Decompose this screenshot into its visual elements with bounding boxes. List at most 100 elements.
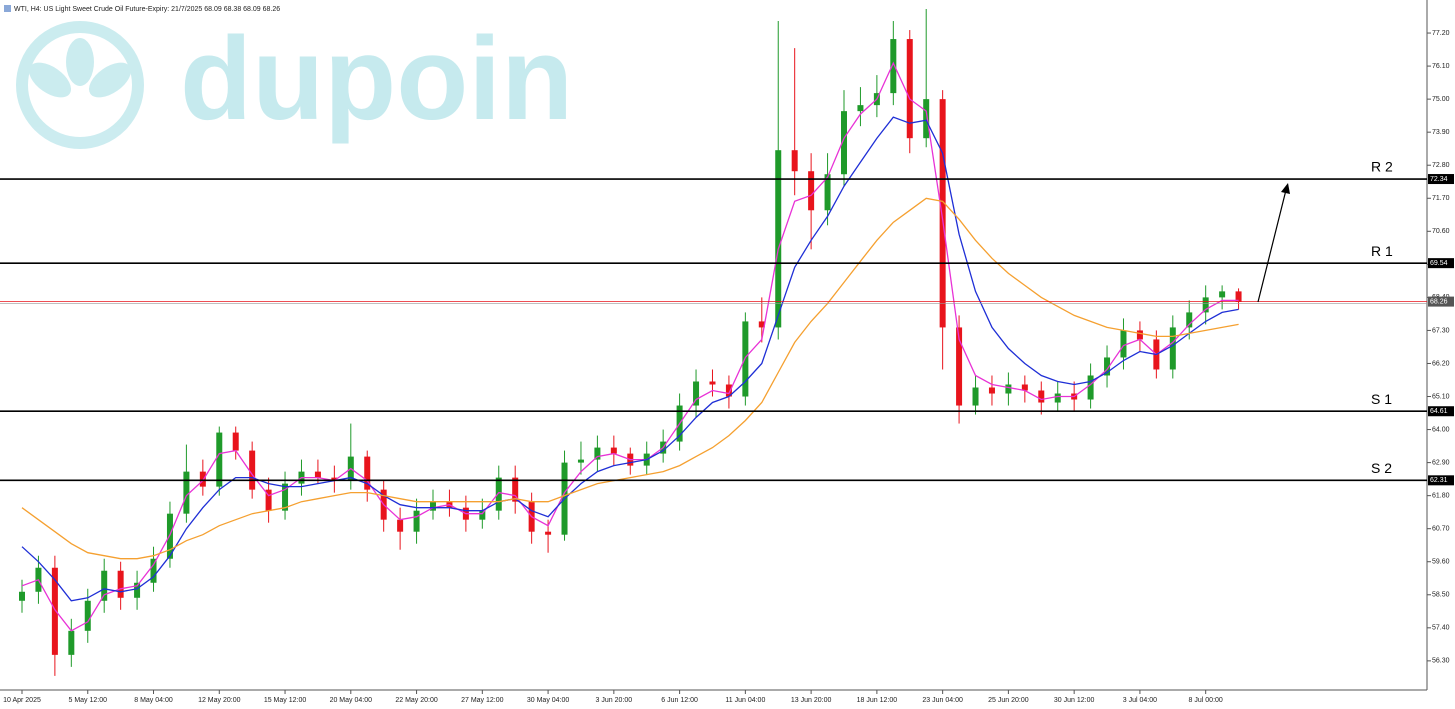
level-label: S 2 — [1371, 460, 1392, 476]
y-tick-label: 64.00 — [1432, 426, 1450, 433]
x-tick-label: 3 Jun 20:00 — [596, 697, 633, 704]
x-tick-label: 8 Jul 00:00 — [1189, 697, 1223, 704]
candle-body — [988, 387, 995, 394]
price-tag-label: 69.54 — [1430, 260, 1448, 267]
candle-body — [331, 477, 338, 481]
y-tick-label: 61.80 — [1432, 492, 1450, 499]
candle-body — [610, 447, 617, 454]
y-tick-label: 70.60 — [1432, 228, 1450, 235]
candle-body — [939, 99, 946, 328]
candle-body — [479, 510, 486, 520]
candle-body — [1169, 327, 1176, 370]
candle-body — [216, 432, 223, 487]
candle-body — [166, 513, 173, 559]
candle-body — [1136, 330, 1143, 340]
logo-leaf — [28, 62, 72, 98]
x-tick-label: 25 Jun 20:00 — [988, 697, 1029, 704]
watermark: dupoin — [180, 13, 573, 145]
trend-arrow-head — [1281, 183, 1290, 194]
candle-body — [972, 387, 979, 406]
candle-body — [1235, 291, 1242, 302]
candle-body — [1104, 357, 1111, 376]
candle-body — [19, 591, 25, 601]
price-tag — [1428, 296, 1454, 307]
x-tick-label: 27 May 12:00 — [461, 697, 504, 704]
candle-body — [397, 519, 404, 532]
candle-body — [364, 456, 371, 490]
x-tick-label: 6 Jun 12:00 — [661, 697, 698, 704]
candle-body — [1219, 291, 1226, 298]
y-tick-label: 66.20 — [1432, 360, 1450, 367]
candle-body — [150, 558, 157, 583]
x-tick-label: 3 Jul 04:00 — [1123, 697, 1157, 704]
candle-body — [1120, 330, 1127, 358]
moving-average — [21, 197, 1239, 560]
x-tick-label: 12 May 20:00 — [198, 697, 241, 704]
y-tick-label: 75.00 — [1432, 96, 1450, 103]
candle-body — [545, 531, 552, 535]
trend-arrow — [1257, 189, 1287, 303]
candle-body — [101, 570, 108, 601]
candle-body — [808, 171, 815, 211]
candle-body — [51, 567, 58, 655]
candle-body — [1054, 393, 1061, 403]
y-tick-label: 59.60 — [1432, 559, 1450, 566]
price-tag — [1428, 258, 1454, 269]
y-tick-label: 67.30 — [1432, 327, 1450, 334]
header-icon — [4, 5, 11, 12]
candle-body — [495, 477, 502, 511]
candle-body — [199, 471, 206, 487]
y-tick-label: 62.90 — [1432, 459, 1450, 466]
price-tag — [1428, 475, 1454, 486]
logo-leaf — [88, 62, 132, 98]
candle-body — [232, 432, 239, 451]
x-tick-label: 20 May 04:00 — [330, 697, 373, 704]
y-tick-label: 56.30 — [1432, 658, 1450, 665]
x-tick-label: 30 Jun 12:00 — [1054, 697, 1095, 704]
price-tag-label: 62.31 — [1430, 477, 1448, 484]
candle-body — [249, 450, 256, 490]
y-tick-label: 77.20 — [1432, 30, 1450, 37]
candle-body — [282, 483, 289, 511]
candle-body — [824, 174, 831, 211]
candle-body — [84, 600, 91, 631]
price-tag-label: 68.26 — [1430, 298, 1448, 305]
candle-body — [134, 582, 141, 598]
logo — [16, 21, 144, 149]
candle-body — [430, 501, 436, 511]
level-label: R 1 — [1371, 243, 1393, 259]
x-tick-label: 30 May 04:00 — [527, 697, 570, 704]
candle-body — [117, 570, 124, 598]
y-tick-label: 71.70 — [1432, 195, 1450, 202]
y-tick-label: 72.80 — [1432, 162, 1450, 169]
candle-body — [594, 447, 601, 460]
moving-average — [21, 61, 1239, 632]
x-tick-label: 18 Jun 12:00 — [857, 697, 898, 704]
logo-ring — [16, 21, 144, 149]
header: WTI, H4: US Light Sweet Crude Oil Future… — [14, 6, 280, 13]
x-tick-label: 10 Apr 2025 — [3, 697, 41, 704]
candle-body — [725, 384, 732, 397]
candle-body — [923, 99, 930, 139]
candle-body — [906, 39, 913, 139]
price-tag-label: 64.61 — [1430, 408, 1448, 415]
candle-body — [1038, 390, 1045, 403]
level-label: S 1 — [1371, 391, 1392, 407]
x-tick-label: 22 May 20:00 — [395, 697, 438, 704]
plot: 56.30 57.40 58.50 59.60 60.70 61.80 62.90 64.00… — [0, 9, 1454, 704]
candle-body — [1005, 384, 1012, 394]
candle-body — [1021, 384, 1028, 391]
price-tag-label: 72.34 — [1430, 176, 1448, 183]
candle-body — [314, 471, 321, 478]
candle-body — [857, 105, 864, 112]
candle-body — [890, 39, 897, 94]
candle-body — [709, 381, 716, 385]
y-tick-label: 65.10 — [1432, 393, 1450, 400]
candle-body — [1186, 312, 1193, 328]
candle-body — [577, 459, 584, 463]
y-tick-label: 60.70 — [1432, 526, 1450, 533]
y-tick-label: 57.40 — [1432, 625, 1450, 632]
y-tick-label: 58.50 — [1432, 592, 1450, 599]
